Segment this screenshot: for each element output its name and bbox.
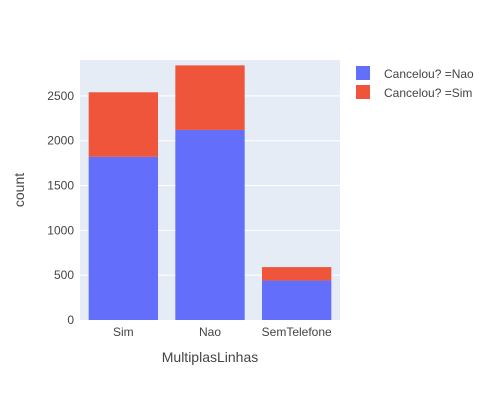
bar-nao-series-1 bbox=[175, 65, 245, 130]
x-tick-label: Sim bbox=[113, 325, 134, 339]
x-axis-ticks: Sim Nao SemTelefone bbox=[113, 325, 332, 339]
legend: Cancelou? =Nao Cancelou? =Sim bbox=[356, 66, 474, 100]
legend-swatch bbox=[356, 85, 370, 99]
bar-sim-series-0 bbox=[88, 156, 158, 320]
y-axis-title: count bbox=[11, 173, 27, 207]
y-axis-ticks: 0 500 1000 1500 2000 2500 bbox=[47, 89, 74, 327]
y-tick-label: 1500 bbox=[47, 179, 74, 193]
y-tick-label: 2500 bbox=[47, 89, 74, 103]
bar-nao-series-0 bbox=[175, 129, 245, 320]
x-tick-label: Nao bbox=[199, 325, 221, 339]
y-tick-label: 1000 bbox=[47, 223, 74, 237]
bar-semtelefone-series-0 bbox=[262, 280, 332, 320]
y-tick-label: 500 bbox=[54, 268, 74, 282]
y-tick-label: 0 bbox=[67, 313, 74, 327]
bar-semtelefone-series-1 bbox=[262, 267, 332, 281]
bar-sim-series-1 bbox=[88, 92, 158, 157]
x-axis-title: MultiplasLinhas bbox=[162, 349, 259, 365]
x-tick-label: SemTelefone bbox=[262, 325, 332, 339]
legend-label: Cancelou? =Nao bbox=[384, 67, 474, 81]
bars bbox=[88, 65, 332, 320]
y-tick-label: 2000 bbox=[47, 134, 74, 148]
legend-swatch bbox=[356, 66, 370, 80]
legend-label: Cancelou? =Sim bbox=[384, 86, 472, 100]
